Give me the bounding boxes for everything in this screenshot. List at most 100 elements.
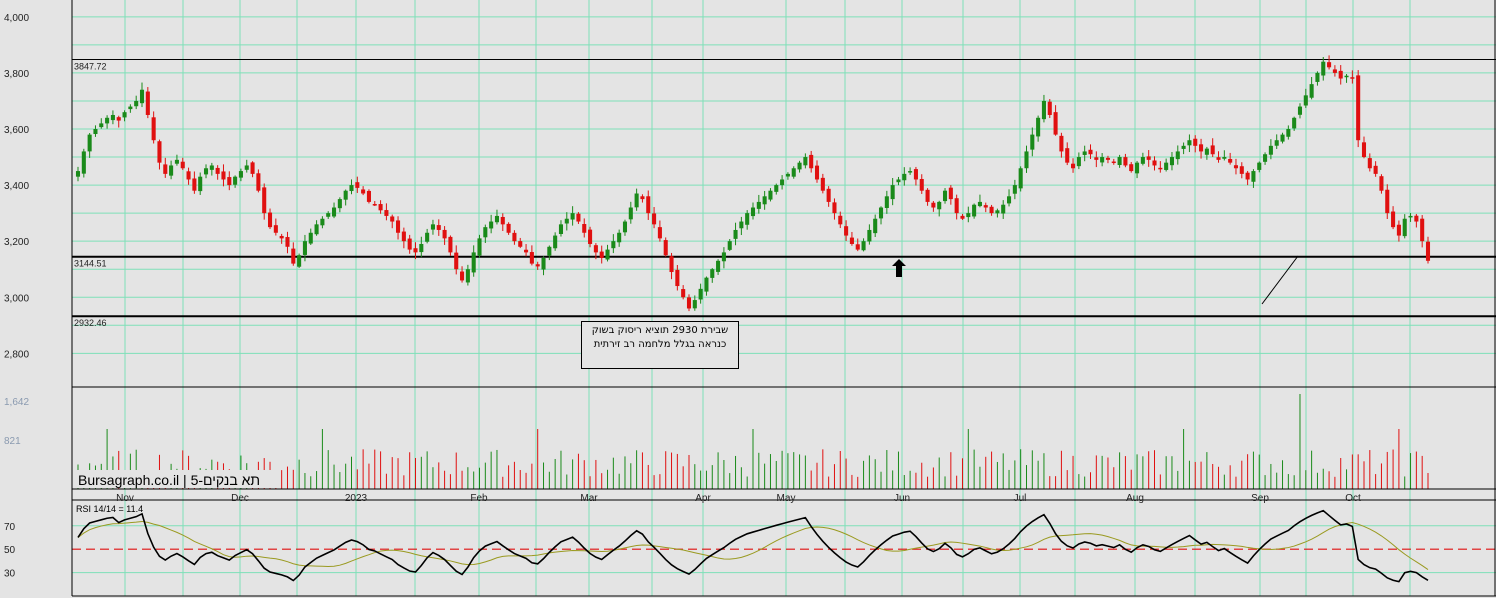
candle-body [558,224,564,235]
candle-body [291,248,296,264]
candle-body [669,256,674,273]
candle-body [1263,154,1268,162]
candle-body [1094,157,1099,160]
candle-body [471,252,476,273]
candle-body [465,269,470,283]
month-label: Mar [580,493,598,504]
candle-body [803,157,808,166]
candle-body [343,190,348,200]
candle-body [512,232,517,242]
candle-body [366,190,371,202]
volume-tick-label: 1,642 [4,397,29,408]
candle-body [622,221,628,233]
candle-body [931,202,936,208]
candle-body [233,176,238,185]
candle-body [1321,61,1326,76]
rsi-line [77,509,1429,583]
candle-body [1332,69,1337,73]
candle-body [506,223,511,233]
candle-body [710,269,715,278]
candle-body [1425,241,1431,261]
candle-body [1251,171,1256,182]
candle-body [553,235,558,249]
candle-body [1286,129,1291,137]
candle-body [1356,75,1361,141]
candle-body [1327,62,1332,68]
candle-body [122,112,127,118]
candle-body [1065,148,1070,163]
rsi-panel [72,509,1496,583]
candle-body [238,171,243,178]
candle-body [919,178,924,191]
candle-body [1257,162,1262,170]
candle-body [1303,95,1308,106]
candle-body [890,185,895,200]
candle-body [390,216,395,222]
candle-body [576,213,581,222]
candle-body [884,196,889,209]
rsi-tick-label: 70 [4,522,16,533]
candle-body [867,229,872,242]
month-label: Jun [894,493,910,504]
candle-body [99,123,104,128]
month-label: Oct [1345,493,1361,504]
candle-body [221,171,226,180]
candle-body [925,189,930,202]
candle-body [244,165,249,170]
candle-body [675,269,680,287]
candle-body [617,232,622,243]
candle-body [163,164,168,174]
candle-body [314,224,319,235]
candle-body [500,216,505,225]
candle-body [1105,157,1110,160]
candle-body [494,215,500,223]
candle-body [151,117,156,141]
volume-tick-label: 821 [4,436,21,447]
brand-bg [75,470,281,488]
candle-body [1315,72,1320,82]
price-tick-label: 3,400 [4,181,29,192]
candle-body [954,198,959,214]
candle-body [611,241,616,249]
candle-body [1012,185,1017,194]
candle-body [657,227,662,239]
candle-body [960,215,965,219]
candle-body [105,117,110,124]
candle-body [902,173,907,181]
month-label: Dec [231,493,249,504]
candle-body [227,177,232,186]
candle-body [768,190,773,200]
candle-body [698,288,703,300]
candle-body [1338,70,1343,79]
candle-body [1420,218,1425,242]
candle-body [849,237,854,244]
candle-body [1123,157,1128,166]
candle-body [774,185,779,192]
candle-body [518,241,523,247]
candle-body [820,177,825,191]
candle-body [1036,117,1041,137]
candle-body [972,204,977,217]
level-label: 3847.72 [74,62,107,72]
candle-body [1135,162,1140,174]
candle-body [1158,167,1163,170]
price-tick-label: 3,600 [4,125,29,136]
month-label: Feb [470,493,488,504]
candle-body [948,187,953,200]
candle-body [570,213,575,220]
candle-body [995,210,1000,214]
candle-body [692,300,697,309]
grid-lines [72,0,1496,596]
candle-body [267,212,273,228]
candle-body [1088,149,1093,155]
candle-body [1111,161,1116,164]
price-tick-label: 4,000 [4,13,29,24]
candle-body [1024,151,1029,169]
candle-body [1001,204,1006,214]
candle-body [413,248,418,253]
candle-body [762,196,767,205]
candle-body [419,243,424,253]
candle-body [256,173,261,191]
candle-body [1361,142,1367,158]
rsi-tick-label: 30 [4,569,16,580]
